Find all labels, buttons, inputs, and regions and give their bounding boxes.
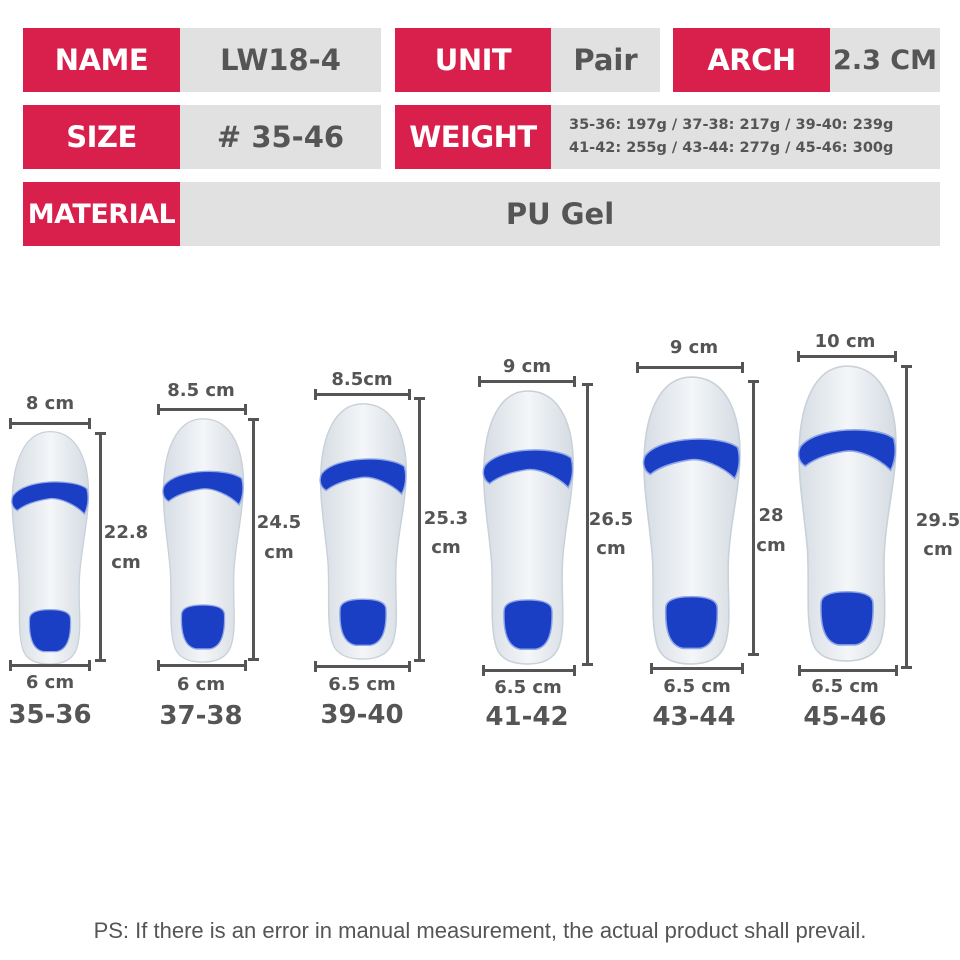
arch-gel-pad bbox=[642, 438, 741, 480]
arch-gel-pad bbox=[162, 470, 244, 506]
length-unit: cm bbox=[264, 542, 294, 563]
length-value: 25.3 bbox=[423, 508, 469, 529]
length-line bbox=[248, 418, 259, 661]
heel-width-line bbox=[798, 665, 898, 676]
length-line bbox=[95, 432, 106, 662]
length-unit: cm bbox=[756, 535, 786, 556]
size-value: # 35-46 bbox=[180, 105, 381, 169]
heel-width-line bbox=[650, 663, 744, 674]
size-label: 45-46 bbox=[803, 702, 887, 732]
weight-line-1: 35-36: 197g / 37-38: 217g / 39-40: 239g bbox=[569, 117, 894, 133]
name-label: NAME bbox=[23, 28, 180, 92]
top-width-label: 9 cm bbox=[669, 337, 719, 358]
top-width-line bbox=[636, 362, 744, 373]
insole-image bbox=[480, 389, 576, 665]
top-width-line bbox=[9, 418, 91, 429]
weight-value: 35-36: 197g / 37-38: 217g / 39-40: 239g … bbox=[551, 105, 940, 169]
top-width-label: 8.5cm bbox=[331, 369, 393, 390]
length-unit: cm bbox=[431, 537, 461, 558]
top-width-line bbox=[797, 351, 897, 362]
length-line bbox=[901, 365, 912, 669]
name-value: LW18-4 bbox=[180, 28, 381, 92]
length-unit: cm bbox=[923, 539, 953, 560]
length-label: 26.5 cm bbox=[589, 505, 633, 563]
material-value: PU Gel bbox=[180, 182, 940, 246]
size-label: SIZE bbox=[23, 105, 180, 169]
length-label: 25.3 cm bbox=[424, 504, 468, 562]
length-value: 22.8 bbox=[103, 522, 149, 543]
heel-width-line bbox=[157, 660, 247, 671]
size-label: 37-38 bbox=[159, 701, 243, 731]
length-label: 28 cm bbox=[756, 501, 785, 561]
top-width-line bbox=[157, 404, 247, 415]
unit-label: UNIT bbox=[395, 28, 551, 92]
top-width-line bbox=[478, 376, 576, 387]
top-width-label: 10 cm bbox=[814, 331, 876, 352]
size-label: 41-42 bbox=[485, 702, 569, 732]
heel-width-label: 6.5 cm bbox=[494, 677, 562, 698]
heel-gel-pad bbox=[820, 590, 874, 646]
length-value: 29.5 bbox=[915, 510, 960, 531]
size-label: 43-44 bbox=[652, 702, 736, 732]
heel-width-line bbox=[9, 660, 91, 671]
length-label: 24.5 cm bbox=[257, 508, 301, 568]
length-line bbox=[582, 383, 593, 666]
heel-width-label: 6.5 cm bbox=[328, 674, 396, 695]
arch-gel-pad bbox=[11, 481, 89, 515]
top-width-label: 8 cm bbox=[25, 393, 75, 414]
heel-width-label: 6 cm bbox=[176, 674, 226, 695]
insole-image bbox=[160, 417, 246, 663]
heel-gel-pad bbox=[503, 599, 553, 650]
heel-gel-pad bbox=[339, 598, 387, 646]
insole-image bbox=[795, 364, 899, 662]
weight-line-2: 41-42: 255g / 43-44: 277g / 45-46: 300g bbox=[569, 140, 894, 156]
top-width-label: 9 cm bbox=[502, 356, 552, 377]
top-width-label: 8.5 cm bbox=[167, 380, 235, 401]
length-value: 28 bbox=[758, 505, 784, 526]
insole-image bbox=[9, 430, 91, 665]
material-label: MATERIAL bbox=[23, 182, 180, 246]
size-label: 35-36 bbox=[8, 700, 92, 730]
arch-label: ARCH bbox=[673, 28, 830, 92]
heel-width-line bbox=[314, 661, 411, 672]
arch-gel-pad bbox=[482, 449, 574, 489]
insole-image bbox=[317, 402, 409, 660]
arch-gel-pad bbox=[319, 458, 407, 496]
heel-gel-pad bbox=[28, 608, 72, 653]
heel-width-label: 6 cm bbox=[25, 672, 75, 693]
heel-gel-pad bbox=[664, 595, 719, 650]
heel-width-line bbox=[482, 665, 576, 676]
length-label: 22.8 cm bbox=[104, 518, 148, 578]
weight-label: WEIGHT bbox=[395, 105, 551, 169]
insole-image bbox=[640, 375, 743, 665]
heel-width-label: 6.5 cm bbox=[811, 676, 879, 697]
length-label: 29.5 cm bbox=[916, 506, 960, 564]
length-line bbox=[414, 397, 425, 662]
heel-width-label: 6.5 cm bbox=[663, 676, 731, 697]
arch-value: 2.3 CM bbox=[830, 28, 940, 92]
length-unit: cm bbox=[596, 538, 626, 559]
arch-gel-pad bbox=[797, 429, 897, 472]
disclaimer-note: PS: If there is an error in manual measu… bbox=[93, 918, 867, 943]
unit-value: Pair bbox=[551, 28, 660, 92]
length-value: 24.5 bbox=[256, 512, 302, 533]
length-line bbox=[748, 380, 759, 656]
heel-gel-pad bbox=[180, 604, 226, 650]
length-value: 26.5 bbox=[588, 509, 634, 530]
length-unit: cm bbox=[111, 552, 141, 573]
size-label: 39-40 bbox=[320, 700, 404, 730]
top-width-line bbox=[314, 389, 411, 400]
